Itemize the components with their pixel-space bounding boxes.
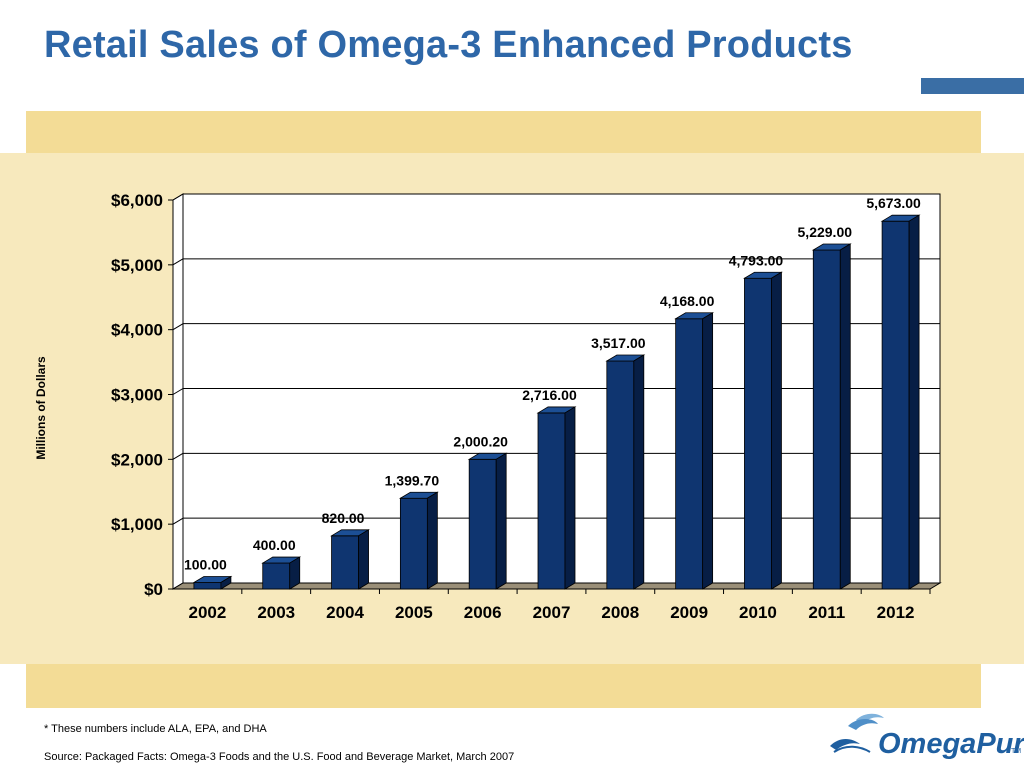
bar-side-2003: [289, 556, 301, 590]
gridline-side: [172, 193, 184, 201]
source-note: Source: Packaged Facts: Omega-3 Foods an…: [44, 751, 515, 763]
bar-2003: [262, 562, 291, 590]
gridline-side: [172, 258, 184, 266]
data-label: 1,399.70: [385, 472, 440, 488]
data-label: 4,168.00: [660, 293, 715, 309]
gridline-side: [172, 517, 184, 525]
data-label: 100.00: [184, 557, 227, 573]
y-tick-label: $3,000: [111, 386, 163, 405]
data-label: 4,793.00: [729, 252, 784, 268]
x-tick-label: 2008: [601, 603, 639, 622]
x-tick-label: 2006: [464, 603, 502, 622]
y-tick-label: $4,000: [111, 321, 163, 340]
y-tick-label: $5,000: [111, 256, 163, 275]
x-tick-label: 2002: [188, 603, 226, 622]
x-tick-label: 2009: [670, 603, 708, 622]
y-tick-label: $1,000: [111, 515, 163, 534]
bar-2008: [606, 360, 635, 590]
bar-2004: [331, 535, 359, 590]
bar-2005: [399, 497, 428, 590]
data-label: 2,000.20: [453, 433, 508, 449]
data-label: 3,517.00: [591, 335, 646, 351]
bar-2006: [468, 458, 497, 590]
x-tick-label: 2003: [257, 603, 295, 622]
bar-side-2002: [220, 575, 232, 590]
bar-side-2012: [908, 214, 920, 590]
y-tick-label: $6,000: [111, 191, 163, 210]
gridline-side: [172, 452, 184, 460]
data-label: 2,716.00: [522, 387, 577, 403]
gridline-side: [172, 323, 184, 331]
bar-side-2009: [702, 312, 714, 590]
x-tick-label: 2004: [326, 603, 364, 622]
x-tick-label: 2005: [395, 603, 433, 622]
logo-wordmark: OmegaPure: [878, 728, 1024, 760]
slide-title: Retail Sales of Omega-3 Enhanced Product…: [44, 24, 853, 66]
data-label: 820.00: [322, 510, 365, 526]
title-accent-bar: [921, 78, 1024, 94]
data-label: 5,229.00: [798, 224, 853, 240]
decorative-band-bottom: [26, 664, 981, 708]
x-tick-label: 2007: [533, 603, 571, 622]
x-tick-label: 2011: [808, 603, 845, 622]
x-tick-label: 2010: [739, 603, 777, 622]
bar-side-2010: [771, 271, 782, 590]
bar-side-2008: [633, 354, 645, 590]
bar-2007: [537, 412, 566, 590]
fish-wave-icon: [830, 713, 884, 753]
omegapure-logo: OmegaPure TM: [826, 706, 1024, 766]
bar-side-2007: [564, 406, 576, 590]
bar-side-2005: [426, 491, 438, 590]
bar-2012: [881, 220, 910, 590]
bar-2002: [193, 582, 222, 590]
logo-trademark: TM: [1011, 748, 1022, 755]
bar-2010: [744, 277, 772, 590]
x-tick-label: 2012: [877, 603, 915, 622]
y-tick-label: $2,000: [111, 450, 163, 469]
bar-2011: [812, 249, 841, 590]
bar-side-2011: [839, 243, 851, 590]
footnote: * These numbers include ALA, EPA, and DH…: [44, 723, 267, 735]
gridline-side: [172, 388, 184, 395]
bar-side-2004: [358, 529, 369, 590]
decorative-band-top: [26, 111, 981, 153]
data-label: 400.00: [253, 537, 296, 553]
y-tick-label: $0: [144, 580, 163, 599]
bar-side-2006: [495, 452, 507, 590]
bar-2009: [675, 318, 704, 590]
data-label: 5,673.00: [866, 195, 921, 211]
